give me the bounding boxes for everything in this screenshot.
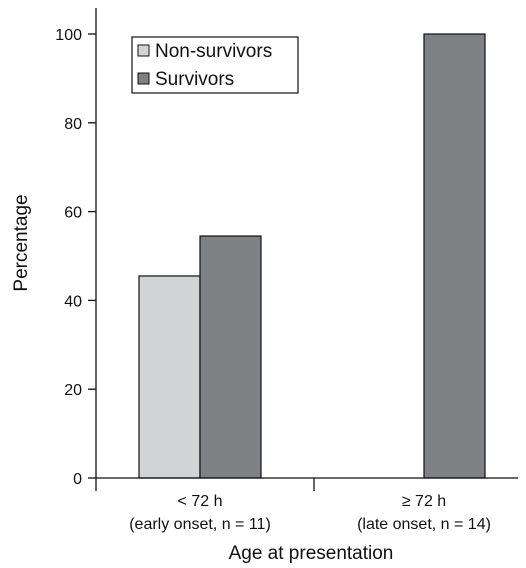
x-tick-label-1-line1: ≥ 72 h	[402, 493, 446, 510]
x-tick-label-0-line1: < 72 h	[178, 493, 223, 510]
x-tick-label-0-line2: (early onset, n = 11)	[129, 516, 271, 533]
y-tick-label-60: 60	[64, 205, 82, 222]
axes-group	[95, 8, 518, 479]
bar-non-survivors-0	[138, 275, 201, 479]
legend-label-survivors: Survivors	[155, 69, 234, 90]
legend-swatch-non-survivors	[137, 44, 150, 57]
legend-swatch-survivors	[137, 72, 150, 85]
y-axis-label: Percentage	[11, 194, 32, 291]
x-axis-label: Age at presentation	[229, 543, 394, 564]
y-tick-label-20: 20	[64, 382, 82, 399]
legend-frame	[131, 36, 299, 94]
bar-survivors-0	[199, 235, 262, 479]
y-tick-label-0: 0	[73, 471, 82, 488]
x-ticks-group: < 72 h (early onset, n = 11) ≥ 72 h (late o…	[95, 478, 491, 533]
legend: Non-survivors Survivors	[131, 36, 299, 94]
y-tick-label-40: 40	[64, 293, 82, 310]
legend-label-non-survivors: Non-survivors	[155, 41, 272, 62]
x-tick-label-1-line2: (late onset, n = 14)	[357, 516, 491, 533]
bar-survivors-1	[423, 33, 486, 479]
bars-group	[138, 33, 486, 479]
y-ticks-group: 0 20 40 60 80 100	[55, 27, 96, 488]
y-tick-label-80: 80	[64, 116, 82, 133]
y-tick-label-100: 100	[55, 27, 82, 44]
